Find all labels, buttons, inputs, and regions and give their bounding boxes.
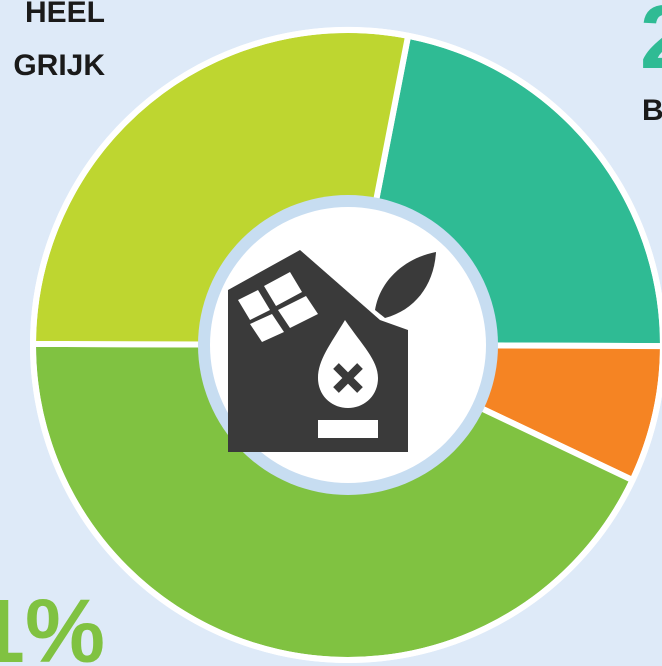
annotation: GRIJK — [13, 49, 105, 82]
flame — [318, 320, 378, 408]
annotation: HEEL — [25, 0, 105, 29]
base — [318, 420, 378, 438]
annotation: B — [642, 94, 662, 127]
cross — [333, 363, 363, 393]
donut-outline — [30, 27, 662, 663]
leaf — [375, 252, 436, 318]
annotation: 1% — [0, 582, 105, 666]
solar-panel — [238, 272, 318, 342]
annotation: 2 — [640, 0, 662, 88]
house-icon — [228, 250, 436, 452]
